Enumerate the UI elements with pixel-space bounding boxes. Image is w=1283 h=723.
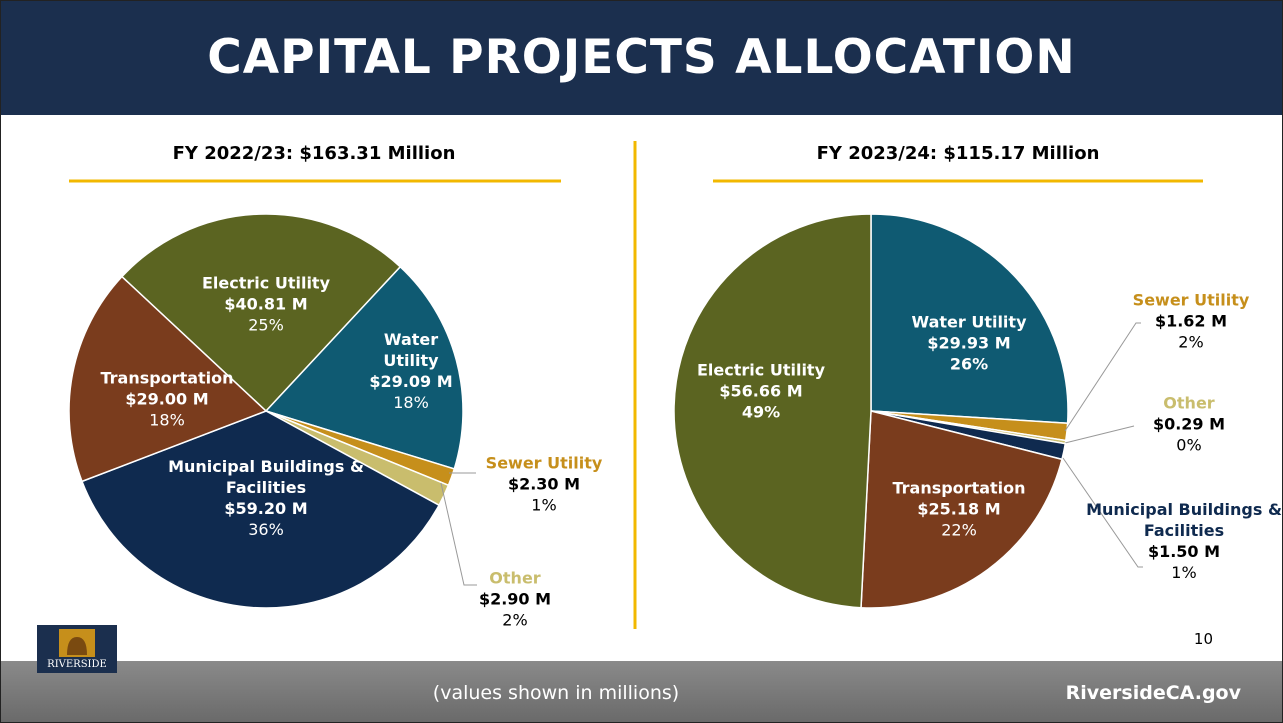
pie-slice (81, 410, 441, 609)
pie-slice (673, 213, 872, 609)
logo-bell (67, 637, 87, 655)
label-category: Other (489, 568, 541, 588)
label-value: $29.09 M (369, 372, 453, 391)
leader-line (440, 482, 477, 586)
label-percent: 1% (531, 495, 557, 515)
label-percent: 18% (149, 410, 185, 430)
data-label: Water Utility $29.09 M 18% (364, 329, 459, 413)
slide-title: CAPITAL PROJECTS ALLOCATION (207, 30, 1076, 85)
data-label: Sewer Utility $2.30 M 1% (474, 453, 614, 516)
data-label: Transportation $29.00 M 18% (92, 368, 242, 431)
label-value: $29.93 M (927, 333, 1011, 353)
label-value: $2.30 M (507, 474, 581, 494)
pie-slice (870, 213, 1069, 424)
data-label: Electric Utility $40.81 M 25% (166, 273, 366, 336)
data-label: Municipal Buildings & Facilities $59.20 M… (151, 456, 381, 540)
pie-slice (860, 410, 1063, 609)
website: RiversideCA.gov (1066, 682, 1242, 704)
label-value: $25.18 M (917, 499, 1001, 519)
chart-title: FY 2022/23: $163.31 Million (172, 143, 456, 164)
label-percent: 18% (393, 393, 429, 412)
label-percent: 22% (941, 520, 977, 540)
data-label: Other $0.29 M 0% (1129, 393, 1249, 456)
label-category: Transportation (892, 478, 1026, 498)
data-label: Sewer Utility $1.62 M 2% (1116, 290, 1266, 353)
leader-line (1064, 425, 1135, 444)
label-percent: 36% (248, 520, 284, 539)
footer-bar (1, 661, 1282, 722)
label-category: Electric Utility (697, 360, 825, 380)
label-percent: 2% (502, 610, 528, 630)
label-value: $59.20 M (224, 499, 308, 518)
logo: RIVERSIDE (37, 625, 117, 673)
data-label: Municipal Buildings & Facilities $1.50 M 1… (1079, 499, 1282, 583)
label-percent: 2% (1178, 332, 1204, 352)
header-bar (1, 1, 1282, 115)
label-percent: 0% (1176, 435, 1202, 455)
label-category: Electric Utility (202, 273, 330, 293)
label-category: Municipal Buildings & Facilities (1086, 500, 1282, 540)
data-label: Electric Utility $56.66 M 49% (686, 360, 836, 423)
label-percent: 49% (741, 402, 781, 422)
chart-title: FY 2023/24: $115.17 Million (816, 143, 1100, 164)
data-label: Other $2.90 M 2% (455, 568, 575, 631)
leader-line (1064, 322, 1141, 432)
pie-slice (120, 213, 402, 413)
logo-text: RIVERSIDE (47, 659, 107, 670)
label-category: Sewer Utility (485, 453, 603, 473)
pie-slice (68, 275, 268, 483)
label-value: $56.66 M (719, 381, 803, 401)
label-value: $1.50 M (1147, 542, 1221, 561)
leader-line (1062, 457, 1143, 568)
label-value: $40.81 M (224, 294, 308, 314)
label-value: $1.62 M (1154, 311, 1228, 331)
page-number: 10 (1194, 630, 1213, 648)
footer-note: (values shown in millions) (433, 682, 679, 704)
label-percent: 25% (248, 315, 284, 335)
label-category: Water Utility (911, 312, 1027, 332)
label-category: Municipal Buildings & Facilities (168, 457, 364, 497)
label-category: Water Utility (383, 330, 439, 370)
label-category: Sewer Utility (1132, 290, 1250, 310)
label-percent: 26% (949, 354, 989, 374)
label-category: Other (1163, 393, 1215, 413)
data-label: Water Utility $29.93 M 26% (894, 312, 1044, 375)
label-value: $2.90 M (478, 589, 552, 609)
label-value: $0.29 M (1152, 414, 1226, 434)
pie-slice (264, 265, 464, 470)
label-category: Transportation (100, 368, 234, 388)
data-label: Transportation $25.18 M 22% (879, 478, 1039, 541)
label-value: $29.00 M (125, 389, 209, 409)
label-percent: 1% (1171, 563, 1197, 582)
